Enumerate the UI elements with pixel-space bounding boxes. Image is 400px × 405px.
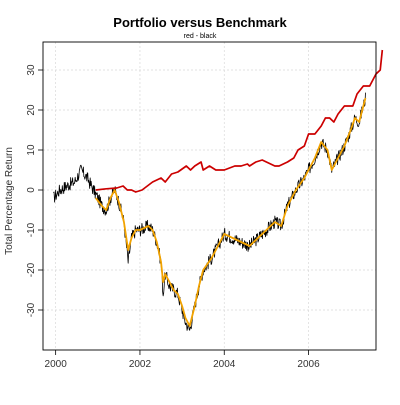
series-line-orange: [94, 97, 367, 327]
series-line-red: [95, 49, 384, 193]
y-tick-label: 30: [26, 64, 37, 76]
chart-subtitle: red - black: [184, 33, 217, 40]
y-tick-label: 20: [26, 104, 37, 116]
y-tick-label: -10: [26, 222, 37, 237]
x-tick-label: 2004: [213, 359, 236, 370]
y-tick-label: -30: [26, 302, 37, 317]
x-tick-label: 2002: [129, 359, 152, 370]
grid-layer: [43, 42, 376, 350]
axis-layer: 2000 2002 2004 2006 -30 -20 -10 0 10 20 30: [26, 64, 320, 370]
y-tick-label: 10: [26, 144, 37, 156]
series-line-black: [53, 92, 366, 331]
plot-frame: [42, 41, 377, 351]
y-tick-label: 0: [26, 187, 37, 193]
series-layer: [53, 49, 384, 331]
x-tick-label: 2006: [297, 359, 320, 370]
y-axis-title: Total Percentage Return: [4, 147, 15, 255]
chart-title: Portfolio versus Benchmark: [113, 15, 287, 30]
x-tick-label: 2000: [45, 359, 68, 370]
y-tick-label: -20: [26, 262, 37, 277]
